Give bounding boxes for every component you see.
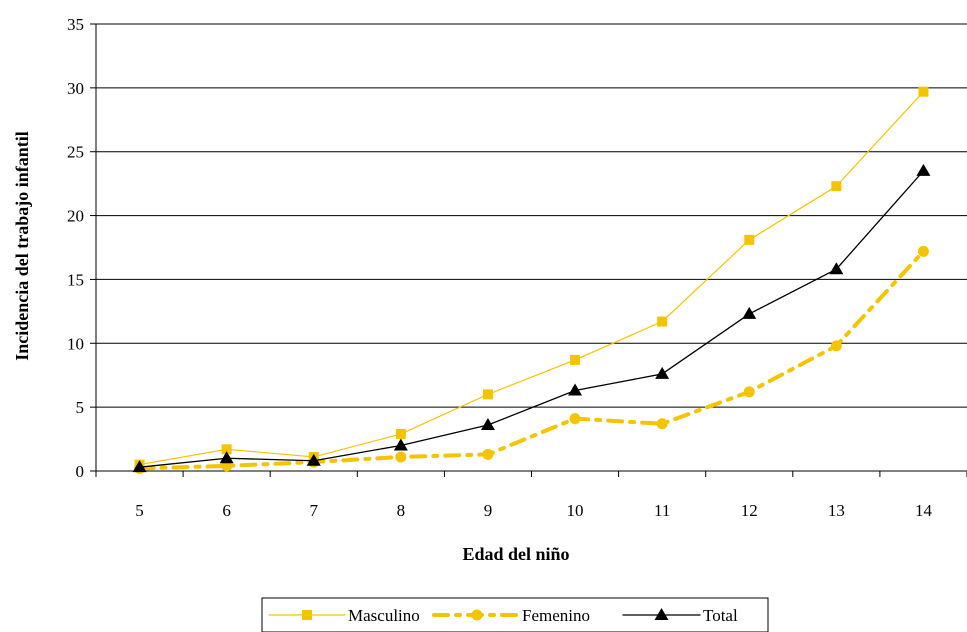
data-point-total xyxy=(742,306,757,319)
data-point-femenino xyxy=(395,451,407,463)
y-tick-label: 35 xyxy=(67,15,84,34)
data-point-masculino xyxy=(918,86,929,97)
series-total xyxy=(132,163,931,473)
legend-item-total: Total xyxy=(622,606,738,625)
x-axis-title: Edad del niño xyxy=(462,544,569,564)
legend-marker-total xyxy=(654,608,669,620)
y-tick-label: 5 xyxy=(76,398,85,417)
legend-item-femenino: Femenino xyxy=(432,606,590,625)
series-line-femenino xyxy=(137,249,926,471)
x-tick-label: 13 xyxy=(828,501,845,520)
data-point-masculino xyxy=(570,354,581,365)
legend-marker-femenino xyxy=(471,609,483,621)
data-point-total xyxy=(480,418,495,431)
data-point-total xyxy=(393,438,408,451)
data-point-total xyxy=(829,262,844,275)
data-point-masculino xyxy=(657,316,668,327)
y-tick-label: 20 xyxy=(67,207,84,226)
data-point-total xyxy=(132,460,147,473)
legend-item-masculino: Masculino xyxy=(268,606,420,625)
y-tick-label: 15 xyxy=(67,270,84,289)
data-point-femenino xyxy=(482,448,494,460)
data-point-masculino xyxy=(395,428,406,439)
y-tick-labels: 0 5 10 15 20 25 30 35 xyxy=(67,15,84,481)
x-tick-label: 5 xyxy=(135,501,144,520)
series xyxy=(132,86,931,474)
data-point-total xyxy=(568,383,583,396)
x-tick-label: 10 xyxy=(567,501,584,520)
grid-lines xyxy=(96,23,967,408)
data-point-total xyxy=(306,453,321,466)
data-point-total xyxy=(219,451,234,464)
x-tick-label: 6 xyxy=(222,501,231,520)
legend-label-masculino: Masculino xyxy=(348,606,420,625)
series-line-total xyxy=(138,170,925,468)
y-tick-label: 10 xyxy=(67,334,84,353)
data-point-masculino xyxy=(221,444,232,455)
y-tick-label: 30 xyxy=(67,79,84,98)
data-point-femenino xyxy=(569,413,581,425)
data-point-total xyxy=(916,163,931,176)
axes xyxy=(90,23,967,477)
data-point-masculino xyxy=(831,181,842,192)
series-line-masculino xyxy=(138,91,925,466)
x-tick-label: 12 xyxy=(741,501,758,520)
data-point-masculino xyxy=(744,234,755,245)
x-tick-label: 8 xyxy=(397,501,406,520)
data-point-masculino xyxy=(482,389,493,400)
x-tick-label: 7 xyxy=(310,501,319,520)
legend-label-femenino: Femenino xyxy=(522,606,590,625)
x-tick-label: 9 xyxy=(484,501,493,520)
data-point-femenino xyxy=(830,340,842,352)
series-masculino xyxy=(134,86,929,470)
y-axis-title: Incidencia del trabajo infantil xyxy=(12,131,32,361)
y-tick-label: 0 xyxy=(76,462,85,481)
data-point-femenino xyxy=(917,245,929,257)
legend: Masculino Femenino Total xyxy=(261,597,769,632)
series-femenino xyxy=(134,245,929,474)
x-tick-label: 14 xyxy=(915,501,933,520)
x-tick-label: 11 xyxy=(654,501,670,520)
legend-label-total: Total xyxy=(703,606,738,625)
data-point-femenino xyxy=(656,418,668,430)
data-point-femenino xyxy=(743,386,755,398)
data-point-total xyxy=(655,366,670,379)
x-tick-labels: 5 6 7 8 9 10 11 12 13 14 xyxy=(135,501,932,520)
y-tick-label: 25 xyxy=(67,143,84,162)
legend-marker-masculino xyxy=(302,610,312,620)
